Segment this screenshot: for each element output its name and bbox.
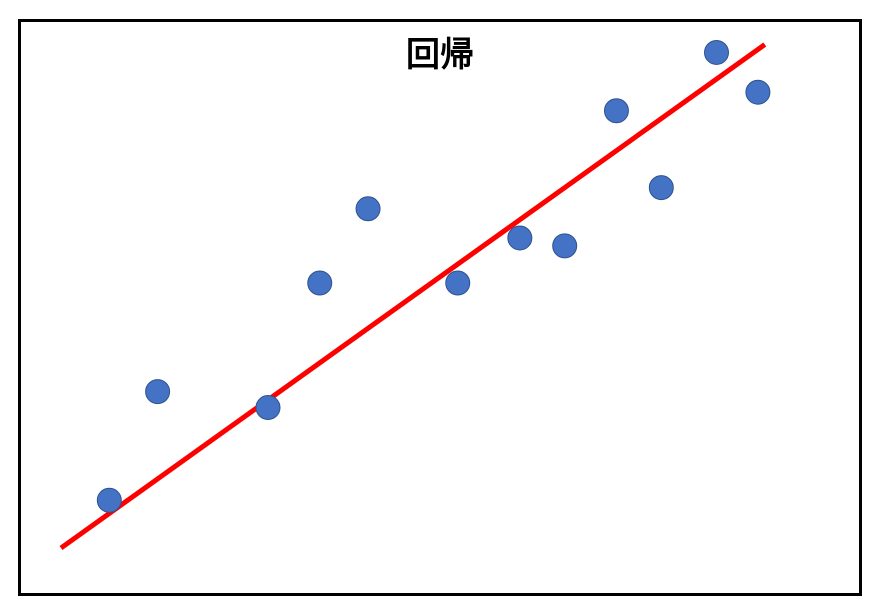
chart-frame [18, 19, 862, 596]
data-point [145, 379, 171, 405]
data-point [507, 225, 533, 251]
regression-line [59, 42, 767, 551]
chart-title: 回帰 [406, 35, 474, 75]
data-point [307, 270, 333, 296]
data-point [355, 196, 381, 222]
data-point [648, 175, 674, 201]
data-point [603, 98, 629, 124]
regression-line-layer [59, 42, 767, 551]
data-point [255, 395, 281, 421]
data-point [552, 233, 578, 259]
data-point [704, 39, 729, 65]
data-point [96, 487, 122, 513]
data-point [745, 79, 771, 105]
data-points-layer [96, 39, 771, 513]
data-point [445, 270, 471, 296]
